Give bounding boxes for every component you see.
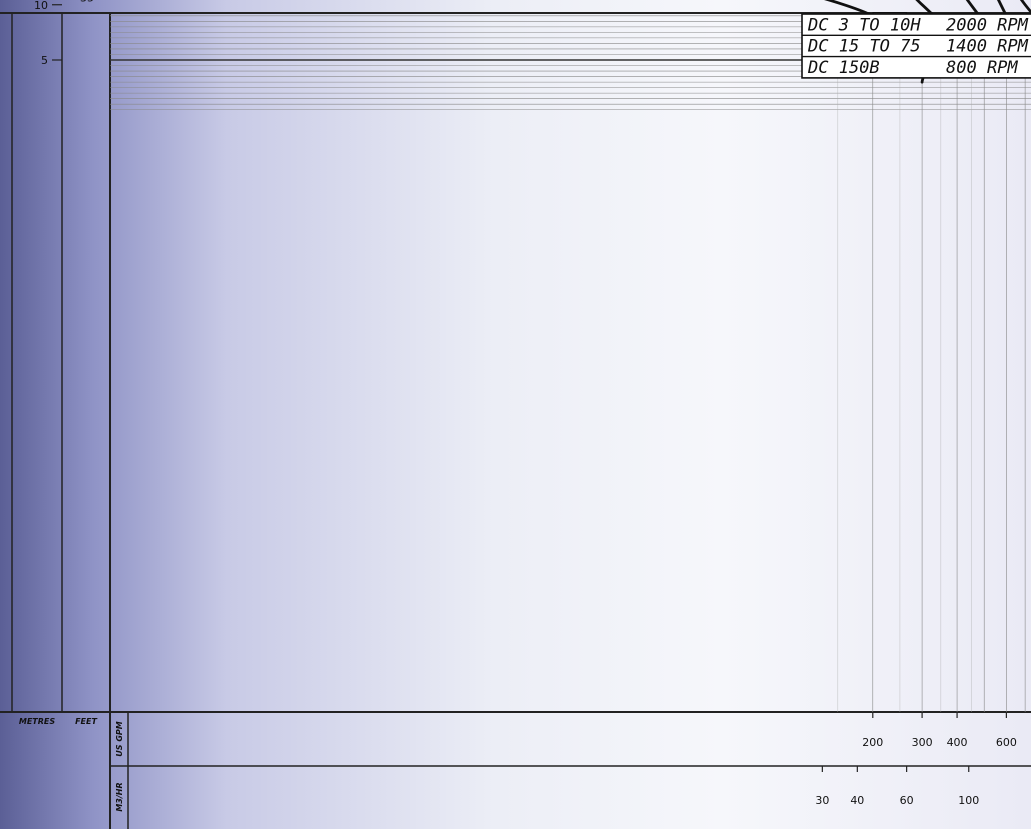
us-gpm-tick-label: 400	[947, 736, 968, 749]
m3hr-tick-label: 60	[900, 794, 914, 807]
y-axes: 510152025303540455055603570105140175METR…	[19, 0, 98, 726]
metres-tick-label: 5	[41, 54, 48, 67]
metres-tick-label: 10	[34, 0, 48, 12]
m3hr-tick-label: 30	[815, 794, 829, 807]
chart-grid	[110, 14, 1031, 712]
feet-tick-label: 35	[80, 0, 94, 4]
legend-row-3-speed: 800 RPM	[946, 58, 1018, 78]
legend-row-1-models: DC 3 TO 10H	[807, 15, 921, 35]
x-axes: 2003004006001000200030004000600030406010…	[115, 712, 1017, 812]
legend-row-3-models: DC 150B	[807, 58, 880, 78]
us-gpm-axis-label: US GPM	[115, 721, 124, 756]
m3hr-tick-label: 100	[958, 794, 979, 807]
legend-row-2-speed: 1400 RPM	[946, 37, 1029, 57]
us-gpm-tick-label: 600	[996, 736, 1017, 749]
legend-row-1-speed: 2000 RPM	[946, 15, 1029, 35]
curve-dc-10	[1019, 0, 1031, 15]
legend-row-2-models: DC 15 TO 75	[807, 37, 921, 57]
us-gpm-tick-label: 300	[912, 736, 933, 749]
m3hr-tick-label: 40	[850, 794, 864, 807]
speed-legend-table: DC 3 TO 10H 2000 RPM DC 15 TO 75 1400 RPM DC…	[801, 13, 1031, 79]
m3hr-axis-label: M3/HR	[115, 782, 124, 811]
chart-frame	[0, 12, 1031, 829]
us-gpm-tick-label: 200	[862, 736, 883, 749]
metres-axis-label: METRES	[19, 717, 56, 726]
legend-table-box	[801, 13, 1031, 79]
feet-axis-label: FEET	[75, 717, 97, 726]
